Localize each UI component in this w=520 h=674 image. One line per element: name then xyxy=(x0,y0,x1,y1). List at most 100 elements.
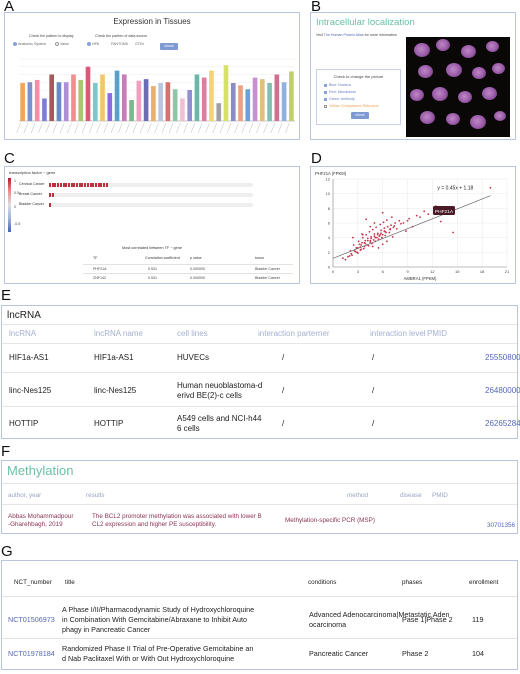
scale-tick: 1 xyxy=(14,179,16,183)
picture-options-title: Check to change the picture xyxy=(333,74,384,79)
source-option-gtex[interactable]: GTEx xyxy=(135,42,145,46)
bar xyxy=(151,86,156,121)
data-point xyxy=(419,216,421,219)
trial-1-nct[interactable]: NCT01506973 xyxy=(8,615,55,624)
col-enrollment[interactable]: enrollment xyxy=(469,579,499,586)
x-tick-label: 9 xyxy=(406,269,409,274)
trial-1-enrollment: 119 xyxy=(472,615,484,624)
lncrna-2-pmid[interactable]: 26480000 xyxy=(485,386,520,395)
tf-gene-panel: transcription factor ~ gene 1 0.5 0 -0.5… xyxy=(4,166,300,284)
data-point xyxy=(390,224,392,227)
trial-2-enrollment: 104 xyxy=(472,649,484,658)
col-results[interactable]: results xyxy=(86,492,105,499)
cell-nucleus xyxy=(446,63,462,77)
data-point xyxy=(393,225,396,227)
expression-bar-chart xyxy=(16,58,295,134)
tick-mark xyxy=(147,122,152,134)
correlation-segment xyxy=(49,203,51,207)
lncrna-3-pmid[interactable]: 26265284 xyxy=(485,419,520,428)
x-tick-label: 6 xyxy=(382,269,385,274)
correlation-segment xyxy=(59,183,62,187)
col-phases[interactable]: phases xyxy=(402,579,423,586)
tumor-label-cervical: Cervical Cancer xyxy=(19,182,45,186)
col-pmid[interactable]: PMID xyxy=(427,329,447,338)
tf-row-1-tumor: Bladder Cancer xyxy=(255,267,280,271)
lncrna-2-id: linc-Nes125 xyxy=(9,386,52,395)
bar xyxy=(172,89,178,121)
option-antibody[interactable]: Green: Antibody xyxy=(324,97,355,101)
cell-nucleus xyxy=(432,87,448,101)
divider xyxy=(83,264,293,265)
radio-icon xyxy=(87,42,91,47)
clinical-trials-panel: NCT_number title conditions phases enrol… xyxy=(1,560,518,670)
trial-2-nct[interactable]: NCT01978184 xyxy=(8,649,55,658)
correlation-segment xyxy=(78,183,81,187)
data-point xyxy=(359,249,362,252)
data-point xyxy=(375,226,377,229)
lncrna-2-cells-2: erivd BE(2)-c cells xyxy=(177,391,242,400)
col-method[interactable]: method xyxy=(347,492,369,499)
trial-2-conditions: Pancreatic Cancer xyxy=(309,649,369,658)
tick-mark xyxy=(263,122,268,134)
col-tumor: tumor xyxy=(255,256,265,260)
pattern-option-anatomic[interactable]: Anatomic System xyxy=(13,42,46,47)
tf-row-2-tumor: Bladder Cancer xyxy=(255,276,280,280)
bar xyxy=(201,77,207,121)
scale-tick: 0.5 xyxy=(14,191,19,195)
tick-mark xyxy=(241,122,247,134)
y-tick-label: 12 xyxy=(326,177,331,182)
correlation-segment xyxy=(86,183,89,187)
col-correlation: Correlation coefficient xyxy=(145,256,180,260)
tick-mark xyxy=(118,122,123,134)
correlation-segment xyxy=(51,183,54,187)
bar xyxy=(267,83,272,121)
data-point xyxy=(370,237,373,240)
col-conditions[interactable]: conditions xyxy=(308,579,337,586)
hpa-link[interactable]: The Human Protein Atlas xyxy=(323,33,364,37)
methylation-pmid[interactable]: 30701356 xyxy=(487,522,516,529)
col-cell-lines[interactable]: cell lines xyxy=(177,329,208,338)
tick-mark xyxy=(270,122,276,134)
lncrna-1-pmid[interactable]: 25550800 xyxy=(485,353,520,362)
bar xyxy=(42,98,47,121)
source-option-fantom5[interactable]: FANTOM5 xyxy=(111,42,128,46)
col-author-year[interactable]: author, year xyxy=(8,492,42,499)
check-button[interactable]: check xyxy=(351,112,369,119)
check-button[interactable]: check xyxy=(160,43,178,50)
data-point xyxy=(394,222,397,224)
x-tick-label: 12 xyxy=(430,269,435,274)
data-point xyxy=(423,210,426,213)
data-point xyxy=(355,247,358,249)
data-point xyxy=(405,230,407,232)
pattern-option-value[interactable]: Value xyxy=(55,42,69,47)
col-lncrna-name[interactable]: lncRNA name xyxy=(94,329,143,338)
col-lncrna[interactable]: lncRNA xyxy=(9,329,37,338)
correlation-segment xyxy=(67,183,70,187)
panel-label-a: A xyxy=(4,0,15,15)
bar xyxy=(259,79,265,121)
col-pmid[interactable]: PMID xyxy=(432,492,448,499)
source-option-hpa[interactable]: HPA xyxy=(87,42,99,47)
bar xyxy=(114,70,120,121)
col-title[interactable]: title xyxy=(65,579,75,586)
lncrna-panel: lncRNA lncRNA lncRNA name cell lines int… xyxy=(1,305,520,439)
annotation-box xyxy=(433,206,455,215)
col-interaction-partner[interactable]: interaction parterner xyxy=(258,329,330,338)
tick-mark xyxy=(16,122,21,134)
pattern-label: Check the pattern to display xyxy=(29,34,74,38)
correlation-segment xyxy=(97,183,100,187)
col-nct-number[interactable]: NCT_number xyxy=(14,579,52,586)
correlation-segment xyxy=(73,183,76,187)
col-interaction-level[interactable]: interaction level xyxy=(370,329,426,338)
data-point xyxy=(489,186,492,189)
correlation-segment xyxy=(57,183,60,187)
option-microtubule[interactable]: Red: Microtubule xyxy=(324,90,356,94)
data-point xyxy=(389,227,392,230)
option-er[interactable]: Yellow: Endoplasmic Reticulum xyxy=(324,104,379,108)
option-nucleus[interactable]: Blue: Nucleus xyxy=(324,83,351,87)
data-point xyxy=(376,233,379,236)
cell-nucleus xyxy=(418,65,433,78)
tick-mark xyxy=(30,122,36,134)
tick-mark xyxy=(277,122,283,134)
col-disease[interactable]: disease xyxy=(400,492,422,499)
